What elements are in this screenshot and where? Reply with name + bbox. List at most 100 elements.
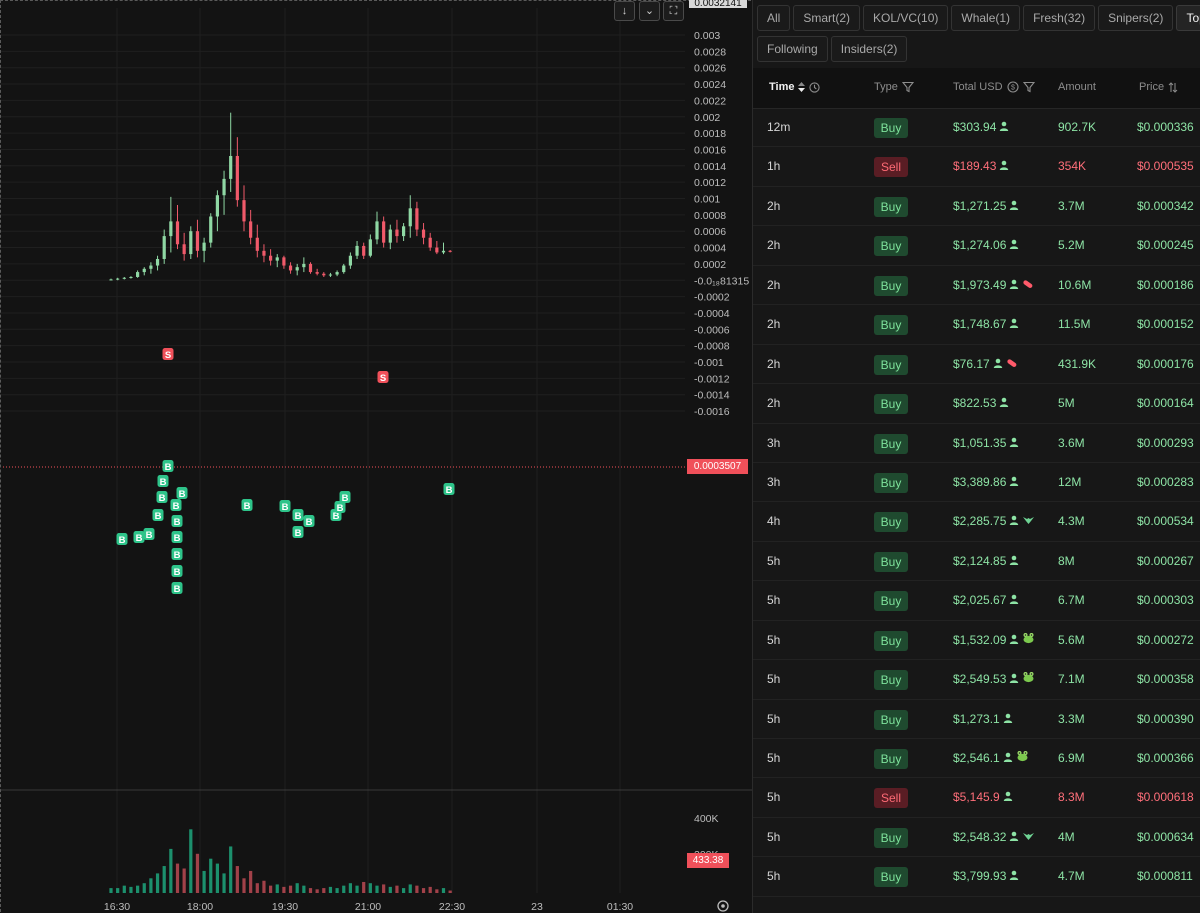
- filter-tab[interactable]: Whale(1): [951, 5, 1021, 31]
- user-icon[interactable]: [999, 108, 1009, 147]
- sniper-icon[interactable]: [1022, 818, 1035, 857]
- user-icon[interactable]: [1009, 226, 1019, 265]
- price-chart-pane[interactable]: 0.003 0.0028 0.0026 0.0024 0.0022 0.002 0.0018…: [0, 0, 752, 913]
- buy-marker-letter: B: [136, 533, 143, 544]
- gear-icon[interactable]: [717, 900, 729, 912]
- candle: [362, 245, 366, 256]
- user-icon[interactable]: [1009, 621, 1019, 660]
- candle: [315, 272, 319, 274]
- user-icon[interactable]: [1009, 463, 1019, 502]
- filter-tab[interactable]: All: [757, 5, 791, 31]
- user-icon[interactable]: [1003, 700, 1013, 739]
- fullscreen-icon[interactable]: ⛶: [663, 1, 684, 21]
- price-chart[interactable]: 0.003 0.0028 0.0026 0.0024 0.0022 0.002 0.0018…: [0, 0, 752, 913]
- filter-tab[interactable]: Top(7: [1176, 5, 1200, 31]
- sell-marker-letter: S: [380, 373, 386, 384]
- trade-row[interactable]: 2h Buy $1,973.49 10.6M $0.000186: [753, 266, 1200, 306]
- trade-price: $0.000152: [1137, 317, 1194, 332]
- trade-row[interactable]: 12m Buy $303.94 902.7K $0.000336: [753, 108, 1200, 148]
- user-icon[interactable]: [1003, 778, 1013, 817]
- filter-tab[interactable]: Following: [757, 36, 828, 62]
- user-icon[interactable]: [1003, 739, 1013, 778]
- user-icon[interactable]: [1009, 187, 1019, 226]
- trade-row[interactable]: 1h Sell $189.43 354K $0.000535: [753, 147, 1200, 187]
- trade-time: 2h: [767, 317, 781, 332]
- candle: [342, 265, 346, 273]
- clock-icon[interactable]: [809, 81, 821, 93]
- buy-badge: Buy: [874, 551, 908, 572]
- user-icon[interactable]: [1009, 581, 1019, 620]
- trade-row[interactable]: 5h Buy $2,548.32 4M $0.000634: [753, 818, 1200, 858]
- user-icon[interactable]: [1009, 542, 1019, 581]
- user-icon[interactable]: [1009, 857, 1019, 896]
- trade-total-usd: $3,389.86: [953, 463, 1019, 502]
- trade-row[interactable]: 5h Buy $2,549.53 7.1M $0.000358: [753, 660, 1200, 700]
- filter-tab[interactable]: Snipers(2): [1098, 5, 1174, 31]
- trade-usd-value: $2,124.85: [953, 553, 1007, 568]
- sniper-icon[interactable]: [1022, 502, 1035, 541]
- trade-row[interactable]: 5h Buy $1,532.09 5.6M $0.000272: [753, 621, 1200, 661]
- column-total-usd[interactable]: Total USD $: [953, 81, 1035, 93]
- currency-toggle-icon[interactable]: $: [1006, 81, 1019, 93]
- time-axis-label: 19:30: [272, 901, 298, 913]
- arrow-down-icon[interactable]: ↓: [614, 1, 635, 21]
- filter-icon[interactable]: [901, 81, 914, 93]
- pill-icon[interactable]: [1022, 266, 1034, 305]
- filter-tab[interactable]: Insiders(2): [830, 36, 908, 62]
- user-icon[interactable]: [1009, 660, 1019, 699]
- trade-row[interactable]: 5h Buy $2,546.1 6.9M $0.000366: [753, 739, 1200, 779]
- candle: [229, 155, 233, 179]
- trade-total-usd: $1,973.49: [953, 266, 1034, 305]
- user-icon[interactable]: [1009, 502, 1019, 541]
- trade-row[interactable]: 2h Buy $1,274.06 5.2M $0.000245: [753, 226, 1200, 266]
- frog-icon[interactable]: [1022, 660, 1035, 699]
- buy-marker-letter: B: [179, 489, 186, 500]
- trade-row[interactable]: 3h Buy $1,051.35 3.6M $0.000293: [753, 424, 1200, 463]
- candle: [322, 273, 326, 276]
- frog-icon[interactable]: [1022, 621, 1035, 660]
- user-icon[interactable]: [999, 147, 1009, 186]
- swap-sort-icon[interactable]: [1168, 81, 1178, 93]
- column-amount[interactable]: Amount: [1058, 81, 1096, 93]
- trade-row[interactable]: 4h Buy $2,285.75 4.3M $0.000534: [753, 502, 1200, 542]
- trade-row[interactable]: 5h Buy $2,025.67 6.7M $0.000303: [753, 581, 1200, 621]
- column-type[interactable]: Type: [874, 81, 914, 93]
- trade-row[interactable]: 5h Buy $2,124.85 8M $0.000267: [753, 542, 1200, 582]
- trade-row[interactable]: 2h Buy $1,271.25 3.7M $0.000342: [753, 187, 1200, 227]
- filter-tab[interactable]: Smart(2): [793, 5, 861, 31]
- volume-bar: [362, 881, 366, 893]
- volume-bar: [122, 885, 126, 893]
- trade-row[interactable]: 5h Buy $1,273.1 3.3M $0.000390: [753, 700, 1200, 739]
- trade-usd-value: $1,274.06: [953, 238, 1007, 253]
- column-price[interactable]: Price: [1139, 81, 1178, 93]
- sort-icon[interactable]: [798, 82, 806, 92]
- user-icon[interactable]: [1009, 424, 1019, 463]
- volume-bar: [441, 888, 446, 893]
- filter-icon[interactable]: [1022, 81, 1035, 93]
- trade-row[interactable]: 3h Buy $3,389.86 12M $0.000283: [753, 463, 1200, 503]
- user-icon[interactable]: [999, 384, 1009, 423]
- filter-tab[interactable]: KOL/VC(10): [863, 5, 949, 31]
- trade-row[interactable]: 2h Buy $76.17 431.9K $0.000176: [753, 345, 1200, 385]
- candle: [415, 208, 419, 230]
- trade-row[interactable]: 5h Sell $5,145.9 8.3M $0.000618: [753, 778, 1200, 818]
- trade-type: Buy: [874, 551, 908, 572]
- column-time[interactable]: Time: [769, 81, 821, 93]
- frog-icon[interactable]: [1016, 739, 1029, 778]
- pill-icon[interactable]: [1006, 345, 1018, 384]
- sell-marker: S: [377, 371, 389, 384]
- user-icon[interactable]: [1009, 266, 1019, 305]
- trades-panel: All Smart(2) KOL/VC(10) Whale(1) Fresh(32) Sn…: [752, 0, 1200, 913]
- user-icon[interactable]: [993, 345, 1003, 384]
- trade-row[interactable]: 2h Buy $822.53 5M $0.000164: [753, 384, 1200, 424]
- trade-row[interactable]: 2h Buy $1,748.67 11.5M $0.000152: [753, 305, 1200, 345]
- filter-tab[interactable]: Fresh(32): [1023, 5, 1096, 31]
- trade-usd-value: $3,799.93: [953, 869, 1007, 884]
- price-axis-label: 0.0026: [694, 63, 726, 75]
- user-icon[interactable]: [1009, 305, 1019, 344]
- time-axis-label: 01:30: [607, 901, 633, 913]
- trade-row[interactable]: 5h Buy $3,799.93 4.7M $0.000811: [753, 857, 1200, 897]
- buy-marker: B: [133, 531, 145, 544]
- collapse-icon[interactable]: ⌄: [639, 1, 660, 21]
- user-icon[interactable]: [1009, 818, 1019, 857]
